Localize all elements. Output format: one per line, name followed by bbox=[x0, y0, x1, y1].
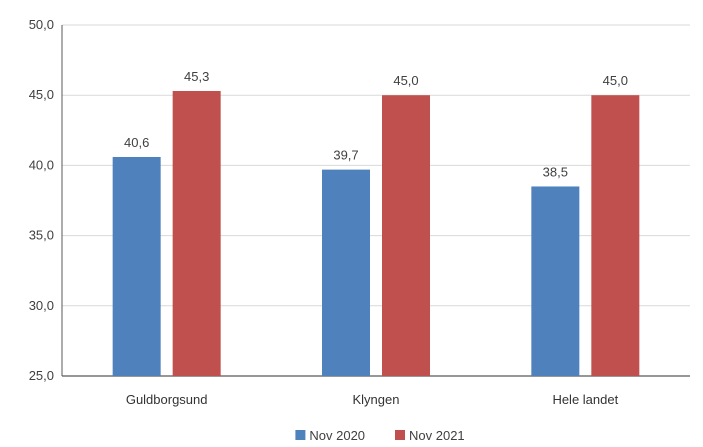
category-label: Klyngen bbox=[353, 392, 400, 407]
bar bbox=[322, 169, 370, 376]
y-tick-label: 50,0 bbox=[29, 17, 54, 32]
data-label: 45,0 bbox=[393, 73, 418, 88]
data-label: 45,0 bbox=[603, 73, 628, 88]
gridlines bbox=[62, 24, 690, 307]
category-labels: Guldborgsund Klyngen Hele landet bbox=[126, 392, 619, 407]
bar bbox=[172, 90, 221, 376]
category-label: Guldborgsund bbox=[126, 392, 208, 407]
bar bbox=[112, 156, 161, 376]
data-labels: 40,6 45,3 39,7 45,0 38,5 45,0 bbox=[124, 69, 628, 179]
bar bbox=[531, 186, 580, 376]
y-tick-label: 40,0 bbox=[29, 157, 54, 172]
bars bbox=[112, 90, 640, 376]
bar bbox=[591, 95, 640, 376]
category-label: Hele landet bbox=[552, 392, 618, 407]
data-label: 40,6 bbox=[124, 135, 149, 150]
legend-label: Nov 2020 bbox=[309, 428, 365, 443]
data-label: 38,5 bbox=[543, 164, 568, 179]
legend-label: Nov 2021 bbox=[409, 428, 465, 443]
legend: Nov 2020 Nov 2021 bbox=[295, 428, 465, 443]
y-tick-labels: 25,0 30,0 35,0 40,0 45,0 50,0 bbox=[29, 17, 54, 383]
legend-swatch bbox=[295, 430, 306, 440]
data-label: 45,3 bbox=[184, 69, 209, 84]
y-tick-label: 45,0 bbox=[29, 87, 54, 102]
y-tick-label: 25,0 bbox=[29, 368, 54, 383]
bar bbox=[382, 95, 430, 376]
y-tick-label: 30,0 bbox=[29, 298, 54, 313]
data-label: 39,7 bbox=[333, 148, 358, 163]
y-tick-label: 35,0 bbox=[29, 228, 54, 243]
legend-swatch bbox=[395, 430, 405, 440]
axes bbox=[61, 25, 690, 377]
